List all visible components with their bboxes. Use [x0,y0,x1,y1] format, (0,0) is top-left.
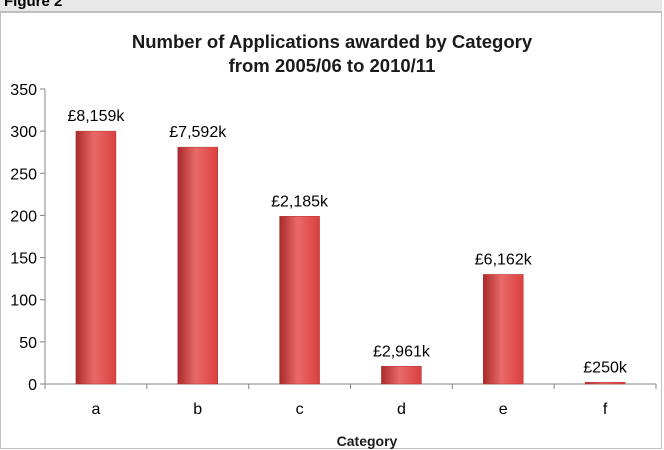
chart-subtitle: from 2005/06 to 2010/11 [228,55,436,76]
data-label: £250k [583,359,628,376]
figure-header: Figure 2 [0,0,662,12]
figure-label: Figure 2 [4,0,63,10]
bar-b [177,146,218,385]
x-tick-label: e [499,401,508,418]
y-tick-label: 150 [10,251,37,268]
x-tick-label: f [603,401,608,418]
data-label: £6,162k [475,251,533,268]
data-label: £2,185k [271,193,329,210]
data-labels: a £8,159k b £7,592k c £2,185k d £2,961k e £6,162k… [67,108,627,418]
x-tick-label: a [91,401,100,418]
y-tick-label: 350 [10,82,37,99]
data-label: £8,159k [67,108,125,125]
bar-f [584,382,626,385]
x-tick-label: c [296,401,304,418]
x-axis-title: Category [337,433,398,449]
chart-title: Number of Applications awarded by Catego… [131,31,533,52]
y-tick-label: 100 [10,293,37,310]
data-label: £2,961k [373,343,431,360]
y-tick-label: 50 [19,335,37,352]
y-tick-label: 250 [10,166,37,183]
axes: 0 50 100 150 200 250 300 350 [10,82,657,394]
y-tick-label: 200 [10,208,37,225]
x-tick-label: b [193,401,202,418]
data-label: £7,592k [169,124,227,141]
x-tick-label: d [397,401,406,418]
bar-c [279,216,320,385]
y-tick-label: 0 [28,377,37,394]
chart-frame [0,12,662,449]
bar-a [75,130,117,385]
bar-d [381,366,422,385]
bars [75,130,626,385]
bar-e [483,274,524,385]
y-tick-label: 300 [10,124,37,141]
